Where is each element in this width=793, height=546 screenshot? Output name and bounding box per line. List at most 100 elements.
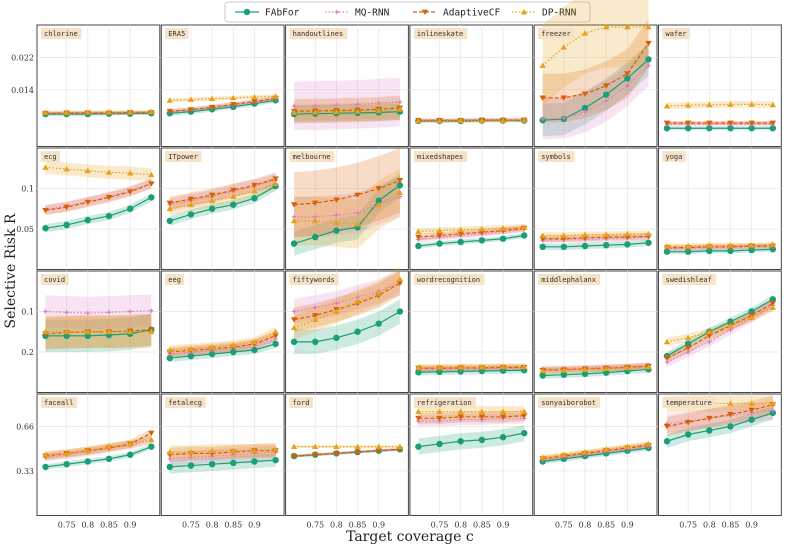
point-adaptivecf [396,280,404,287]
point-adaptivecf [769,301,777,307]
point-fabfor [769,296,777,303]
point-fabfor [727,423,734,430]
point-mq-rnn [603,98,609,104]
point-mq-rnn [625,83,630,88]
x-tick-label: 0.9 [124,521,137,530]
point-dp-rnn [706,101,713,108]
band-fabfor [169,339,276,363]
legend-item-dp-rnn: DP-RNN [512,8,577,19]
point-dp-rnn [333,108,340,115]
point-fabfor [166,463,173,471]
band-fabfor [418,425,525,455]
point-fabfor [727,125,734,132]
panel-title-bg [662,274,716,285]
point-dp-rnn [727,400,734,406]
series-line-dp-rnn [169,448,276,453]
y-tick-label: 0.66 [16,422,34,431]
point-adaptivecf [126,189,134,195]
point-dp-rnn [706,242,713,248]
point-adaptivecf [436,415,443,422]
point-dp-rnn [457,226,464,233]
series-line-mq-rnn [666,246,773,250]
point-fabfor [602,369,610,376]
series-line-mq-rnn [542,65,649,120]
point-dp-rnn [602,365,610,372]
point-dp-rnn [396,443,404,450]
point-mq-rnn [334,213,339,218]
point-dp-rnn [42,328,49,335]
band-fabfor [542,366,649,379]
panel-title: ford [293,399,310,407]
point-dp-rnn [769,304,777,310]
point-dp-rnn [624,230,631,237]
point-dp-rnn [478,226,486,232]
point-fabfor [560,371,568,378]
point-adaptivecf [251,99,258,105]
series-line-dp-rnn [169,95,276,101]
point-mq-rnn [707,339,712,345]
x-tick-label: 0.85 [597,521,615,530]
point-mq-rnn [561,115,567,121]
band-mq-rnn [294,77,400,131]
band-adaptivecf [294,271,400,332]
point-dp-rnn [84,328,92,335]
point-dp-rnn [769,101,777,108]
panel-yoga: yoga [658,147,782,270]
panel-title: ERA5 [168,30,185,38]
point-dp-rnn [748,314,755,320]
band-adaptivecf [666,395,773,436]
point-fabfor [148,443,155,450]
point-fabfor [187,462,195,469]
point-adaptivecf [684,419,692,426]
y-tick-label: 0.022 [11,53,34,62]
band-fabfor [666,295,773,361]
point-fabfor [105,455,113,462]
point-fabfor [684,431,692,438]
point-dp-rnn [521,224,528,230]
point-adaptivecf [230,101,237,108]
point-fabfor [581,242,589,250]
panel-wafer: wafer [658,24,782,147]
series-line-dp-rnn [169,183,276,210]
point-mq-rnn [149,308,154,313]
point-fabfor [84,216,92,224]
point-adaptivecf [602,83,610,89]
point-dp-rnn [84,167,92,174]
point-adaptivecf [187,107,195,113]
x-tick-label: 0.8 [703,521,716,530]
point-adaptivecf [166,108,173,115]
point-adaptivecf [84,199,92,206]
point-dp-rnn [312,109,319,115]
x-tick-label: 0.9 [497,521,510,530]
panel-fetalecg: fetalecg 0.75 0.8 0.85 0.9 [160,393,285,530]
point-mq-rnn [106,310,112,315]
point-dp-rnn [333,443,340,450]
legend-item-adaptivecf: AdaptiveCF [413,8,500,19]
point-adaptivecf [727,411,734,418]
panel-swedishleaf: swedishleaf [658,270,782,393]
point-dp-rnn [436,408,443,414]
series-line-fabfor [45,196,152,229]
panel-title-bg [413,397,476,408]
point-fabfor [187,352,195,360]
point-adaptivecf [706,415,713,422]
point-dp-rnn [375,290,382,296]
panel-title-bg [413,28,468,39]
point-dp-rnn [312,443,319,450]
point-adaptivecf [63,204,70,211]
point-adaptivecf [624,71,631,77]
point-dp-rnn [602,231,610,238]
series-line-mq-rnn [169,179,276,206]
point-adaptivecf [748,120,755,127]
point-mq-rnn [334,301,339,306]
series-line-fabfor [666,248,773,253]
point-fabfor [457,238,464,246]
panel-title-bg [41,397,78,408]
point-mq-rnn [770,408,776,413]
band-fabfor [542,239,649,251]
point-adaptivecf [375,186,382,192]
series-line-fabfor [542,242,649,248]
point-dp-rnn [499,117,507,123]
point-fabfor [748,125,755,132]
x-tick-label: 0.75 [58,521,76,530]
